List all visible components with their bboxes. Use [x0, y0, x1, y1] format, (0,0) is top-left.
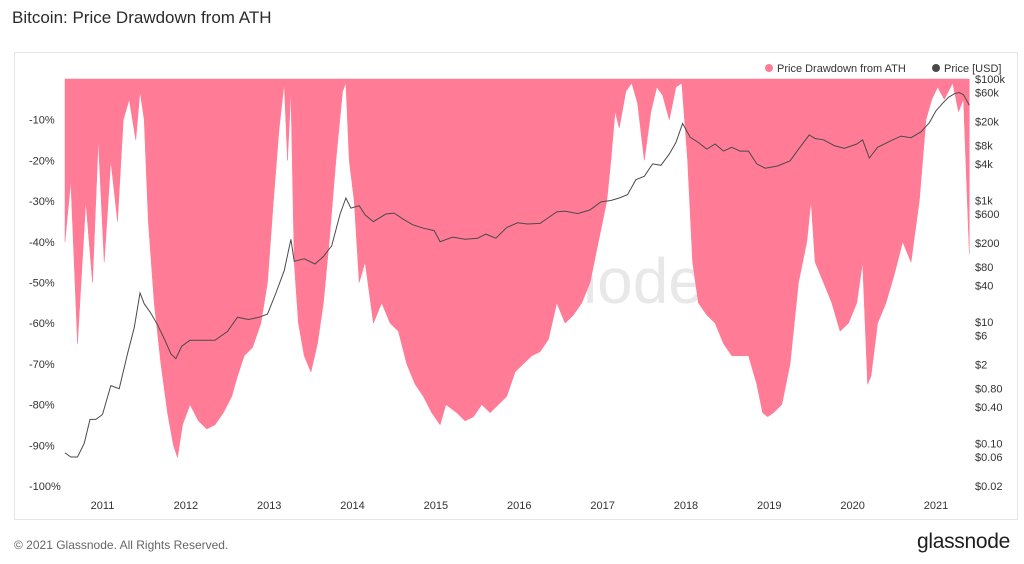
legend-drawdown-label: Price Drawdown from ATH	[777, 63, 906, 75]
page-title: Bitcoin: Price Drawdown from ATH	[12, 8, 272, 27]
y-right-tick: $0.10	[975, 439, 1003, 451]
y-right-tick: $8k	[975, 141, 993, 153]
y-right-tick: $20k	[975, 116, 999, 128]
y-right-tick: $2	[975, 359, 987, 371]
x-tick: 2020	[840, 500, 864, 512]
y-right-tick: $600	[975, 209, 999, 221]
legend-price-label: Price [USD]	[944, 63, 1001, 75]
x-tick: 2014	[340, 500, 364, 512]
x-tick: 2012	[174, 500, 198, 512]
y-right-tick: $0.80	[975, 384, 1003, 396]
y-right-tick: $4k	[975, 159, 993, 171]
y-left-tick: -40%	[29, 237, 55, 249]
y-right-tick: $80	[975, 262, 993, 274]
y-left-tick: -60%	[29, 318, 55, 330]
y-right-tick: $0.40	[975, 402, 1003, 414]
x-tick: 2019	[757, 500, 781, 512]
x-tick: 2018	[674, 500, 698, 512]
drawdown-area	[64, 78, 970, 458]
y-right-tick: $10	[975, 317, 993, 329]
y-right-tick: $200	[975, 238, 999, 250]
y-left-tick: -10%	[29, 115, 55, 127]
y-right-tick: $60k	[975, 87, 999, 99]
x-tick: 2015	[424, 500, 448, 512]
x-tick: 2016	[507, 500, 531, 512]
y-left-tick: -100%	[29, 481, 61, 493]
y-right-tick: $0.06	[975, 452, 1003, 464]
x-tick: 2011	[91, 500, 115, 512]
y-right-tick: $0.02	[975, 481, 1003, 493]
y-right-tick: $100k	[975, 74, 1005, 86]
drawdown-chart: glassnode-10%-20%-30%-40%-50%-60%-70%-80…	[29, 63, 1005, 512]
y-left-tick: -20%	[29, 155, 55, 167]
y-left-tick: -70%	[29, 359, 55, 371]
x-tick: 2021	[924, 500, 948, 512]
y-left-tick: -90%	[29, 440, 55, 452]
x-tick: 2017	[590, 500, 614, 512]
copyright-text: © 2021 Glassnode. All Rights Reserved.	[14, 538, 229, 552]
y-right-tick: $1k	[975, 196, 993, 208]
legend-price-marker	[932, 64, 940, 72]
y-left-tick: -80%	[29, 400, 55, 412]
legend-drawdown-marker	[765, 64, 773, 72]
price-line	[64, 91, 970, 458]
glassnode-logo: glassnode	[916, 530, 1010, 553]
y-left-tick: -50%	[29, 278, 55, 290]
chart-frame: glassnode-10%-20%-30%-40%-50%-60%-70%-80…	[14, 52, 1018, 520]
y-right-tick: $6	[975, 331, 987, 343]
y-right-tick: $40	[975, 280, 993, 292]
y-left-tick: -30%	[29, 196, 55, 208]
x-tick: 2013	[257, 500, 281, 512]
